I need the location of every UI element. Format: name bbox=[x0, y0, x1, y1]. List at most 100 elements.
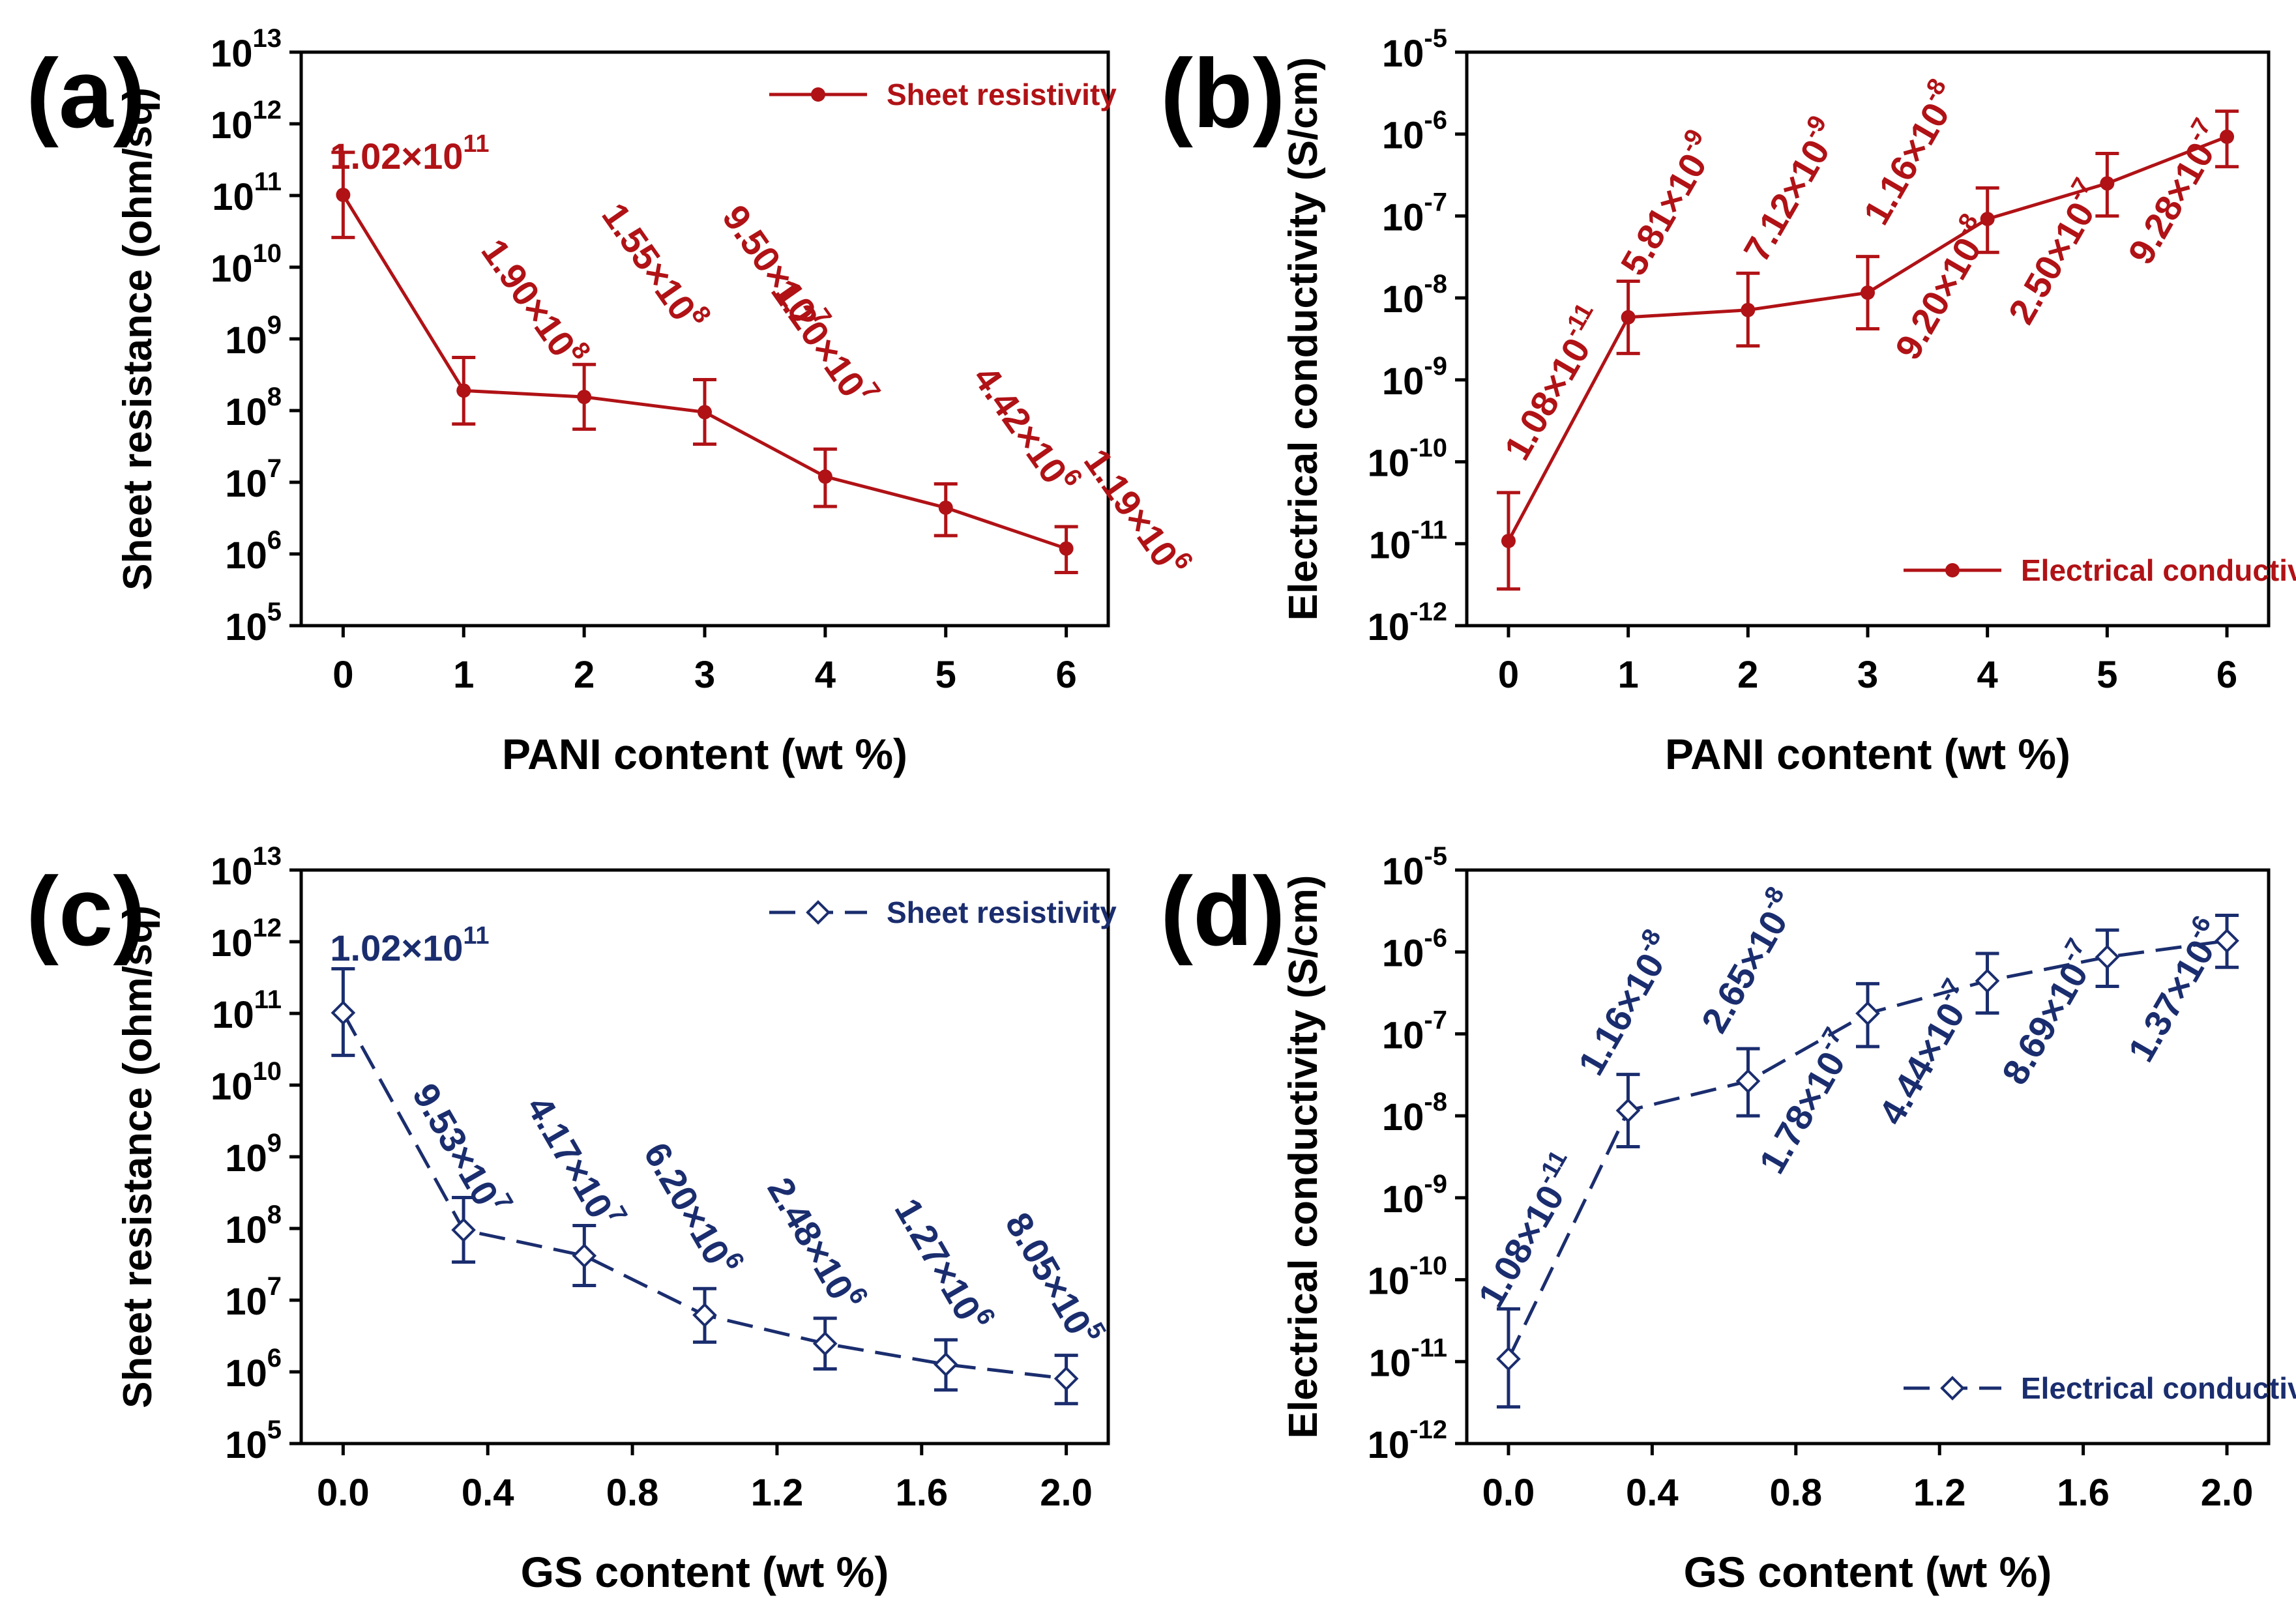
x-axis-title: PANI content (wt %) bbox=[1665, 730, 2070, 778]
y-tick-label: 10-5 bbox=[1382, 24, 1447, 75]
legend-label: Electrical conductivity bbox=[2021, 553, 2296, 587]
data-point bbox=[2215, 928, 2239, 953]
data-point bbox=[1053, 1366, 1079, 1391]
y-tick-label: 10-10 bbox=[1368, 1252, 1447, 1303]
y-tick-label: 10-11 bbox=[1369, 1333, 1447, 1384]
data-point bbox=[336, 188, 351, 203]
y-tick-label: 1011 bbox=[212, 167, 282, 218]
data-point bbox=[1975, 968, 2000, 993]
x-tick-label: 0.8 bbox=[1769, 1472, 1822, 1514]
data-point bbox=[331, 1000, 356, 1025]
panel-label: (c) bbox=[26, 856, 145, 966]
data-point bbox=[1735, 1069, 1761, 1094]
y-tick-label: 1012 bbox=[211, 96, 282, 147]
data-point bbox=[934, 1352, 958, 1377]
x-tick-label: 2.0 bbox=[2201, 1472, 2254, 1514]
x-tick-label: 2 bbox=[574, 654, 595, 696]
panel-label: (d) bbox=[1160, 856, 1286, 966]
x-tick-label: 0 bbox=[1498, 654, 1519, 696]
x-tick-label: 1.2 bbox=[751, 1472, 804, 1514]
data-point bbox=[1855, 1001, 1880, 1026]
y-tick-label: 1013 bbox=[211, 842, 282, 893]
x-tick-label: 2.0 bbox=[1040, 1472, 1093, 1514]
legend-marker bbox=[1940, 1376, 1965, 1401]
y-tick-label: 107 bbox=[225, 454, 282, 505]
data-point bbox=[692, 1303, 717, 1328]
y-tick-label: 1013 bbox=[211, 24, 282, 75]
y-tick-label: 106 bbox=[225, 526, 282, 577]
y-tick-label: 109 bbox=[225, 311, 282, 362]
plot-frame bbox=[1465, 868, 2271, 1446]
data-point bbox=[1501, 534, 1516, 549]
data-point bbox=[1741, 302, 1756, 317]
x-tick-label: 4 bbox=[1977, 654, 1998, 696]
y-tick-label: 1010 bbox=[211, 1057, 282, 1108]
y-axis-title: Sheet resistance (ohm/sq) bbox=[115, 905, 160, 1408]
y-tick-label: 10-7 bbox=[1382, 1006, 1447, 1056]
data-point bbox=[2220, 129, 2235, 144]
y-tick-label: 10-8 bbox=[1382, 270, 1447, 321]
y-tick-label: 1012 bbox=[211, 914, 282, 965]
legend-label: Sheet resistivity bbox=[887, 78, 1117, 111]
data-point bbox=[1980, 211, 1995, 226]
y-tick-label: 108 bbox=[225, 383, 282, 433]
data-point bbox=[698, 405, 712, 420]
data-label: 1.02×1011 bbox=[330, 922, 489, 968]
x-tick-label: 5 bbox=[2097, 654, 2117, 696]
x-tick-label: 0.0 bbox=[317, 1472, 370, 1514]
x-tick-label: 1 bbox=[453, 654, 474, 696]
data-point bbox=[1496, 1346, 1521, 1371]
y-tick-label: 10-5 bbox=[1382, 842, 1447, 893]
x-tick-label: 4 bbox=[815, 654, 836, 696]
x-tick-label: 5 bbox=[935, 654, 956, 696]
x-tick-label: 2 bbox=[1737, 654, 1758, 696]
data-point bbox=[1059, 541, 1074, 556]
x-tick-label: 3 bbox=[1857, 654, 1878, 696]
x-tick-label: 0 bbox=[332, 654, 353, 696]
data-point bbox=[456, 383, 471, 398]
y-tick-label: 105 bbox=[225, 598, 282, 648]
data-point bbox=[812, 1331, 838, 1356]
y-tick-label: 10-12 bbox=[1368, 598, 1447, 648]
data-point bbox=[451, 1217, 476, 1243]
panel-label: (a) bbox=[26, 38, 145, 148]
x-tick-label: 0.0 bbox=[1482, 1472, 1535, 1514]
x-tick-label: 3 bbox=[694, 654, 715, 696]
data-point bbox=[2100, 176, 2115, 191]
y-axis-title: Electrical conductivity (S/cm) bbox=[1281, 875, 1326, 1439]
legend-marker bbox=[1945, 563, 1960, 577]
data-point bbox=[817, 469, 832, 484]
y-tick-label: 108 bbox=[225, 1200, 282, 1251]
legend-label: Electrical conductivity bbox=[2021, 1371, 2296, 1405]
x-axis-title: GS content (wt %) bbox=[1684, 1548, 2052, 1596]
data-point bbox=[1615, 1098, 1641, 1123]
x-tick-label: 6 bbox=[2216, 654, 2237, 696]
y-axis-title: Electrical conductivity (S/cm) bbox=[1281, 57, 1326, 621]
data-point bbox=[577, 390, 592, 405]
x-tick-label: 0.8 bbox=[606, 1472, 659, 1514]
data-point bbox=[2095, 944, 2120, 970]
y-tick-label: 10-9 bbox=[1382, 1170, 1447, 1221]
y-tick-label: 10-7 bbox=[1382, 188, 1447, 239]
y-tick-label: 109 bbox=[225, 1129, 282, 1180]
x-tick-label: 6 bbox=[1055, 654, 1076, 696]
legend: Sheet resistivity bbox=[769, 895, 1117, 929]
legend-marker bbox=[811, 87, 825, 102]
panel-label: (b) bbox=[1160, 38, 1286, 148]
data-point bbox=[572, 1243, 597, 1268]
legend: Electrical conductivity bbox=[1904, 553, 2296, 587]
y-tick-label: 10-10 bbox=[1368, 434, 1447, 485]
y-tick-label: 10-11 bbox=[1369, 516, 1447, 566]
y-tick-label: 1011 bbox=[212, 985, 282, 1036]
x-tick-label: 1 bbox=[1618, 654, 1639, 696]
y-tick-label: 1010 bbox=[211, 239, 282, 290]
legend-marker bbox=[806, 900, 831, 925]
y-tick-label: 10-12 bbox=[1368, 1416, 1447, 1466]
x-tick-label: 0.4 bbox=[1626, 1472, 1679, 1514]
data-point bbox=[1861, 285, 1875, 300]
y-tick-label: 105 bbox=[225, 1416, 282, 1466]
x-axis-title: PANI content (wt %) bbox=[502, 730, 907, 778]
y-tick-label: 10-8 bbox=[1382, 1088, 1447, 1139]
y-tick-label: 106 bbox=[225, 1344, 282, 1395]
